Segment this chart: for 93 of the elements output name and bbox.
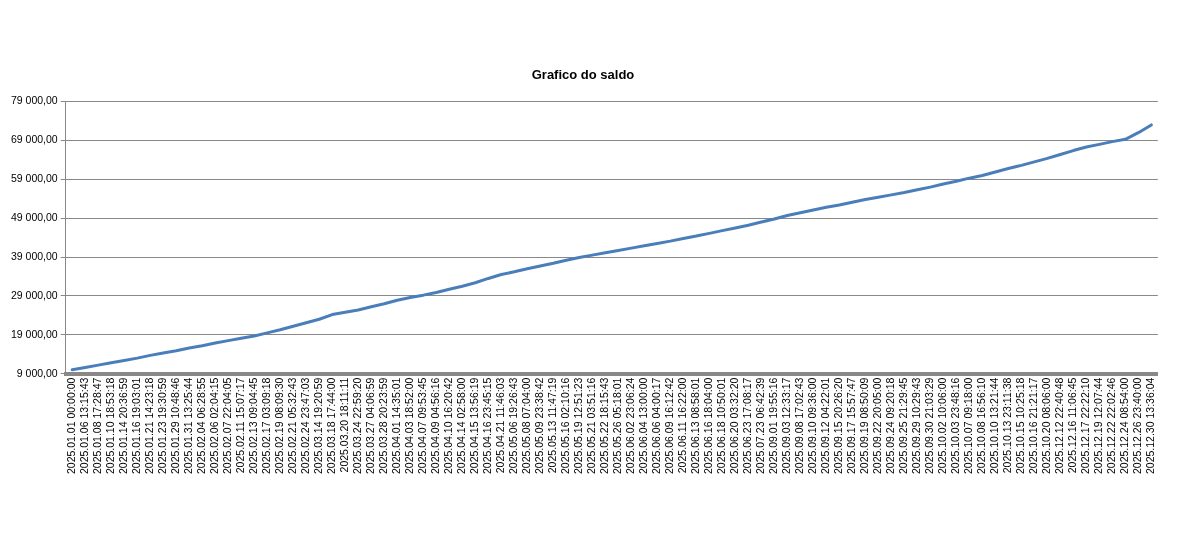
y-tick-label: 19 000,00 xyxy=(10,327,58,340)
x-tick-label: 2025.01.01 00:00:00 xyxy=(65,377,78,474)
x-tick-label: 2025.05.09 23:38:42 xyxy=(533,377,546,474)
x-tick-label: 2025.05.08 07:04:00 xyxy=(520,377,533,474)
x-tick-label: 2025.02.17 03:09:18 xyxy=(260,377,273,474)
x-tick-label: 2025.12.17 22:22:10 xyxy=(1079,377,1092,474)
x-tick-label: 2025.01.14 20:36:59 xyxy=(117,377,130,474)
x-tick-label: 2025.10.10 13:21:44 xyxy=(988,377,1001,474)
x-tick-label: 2025.10.02 10:06:00 xyxy=(936,377,949,474)
y-tick-label: 9 000,00 xyxy=(16,366,58,379)
x-tick-label: 2025.01.08 17:28:47 xyxy=(91,377,104,474)
x-tick-label: 2025.05.22 18:15:43 xyxy=(598,377,611,474)
x-tick-label: 2025.12.16 11:06:45 xyxy=(1066,377,1079,474)
x-tick-label: 2025.12.30 13:36:04 xyxy=(1144,377,1157,474)
x-tick-label: 2025.01.29 10:48:46 xyxy=(169,377,182,474)
x-tick-label: 2025.10.16 21:21:17 xyxy=(1027,377,1040,474)
x-tick-label: 2025.10.13 23:11:38 xyxy=(1001,377,1014,474)
x-tick-label: 2025.03.28 20:23:59 xyxy=(377,377,390,474)
x-tick-label: 2025.10.07 09:18:00 xyxy=(962,377,975,474)
x-tick-label: 2025.04.09 04:56:16 xyxy=(429,377,442,474)
x-tick-label: 2025.10.20 08:06:00 xyxy=(1040,377,1053,474)
x-tick-label: 2025.12.22 22:02:46 xyxy=(1105,377,1118,474)
x-tick-label: 2025.04.01 14:35:01 xyxy=(390,377,403,474)
x-tick-label: 2025.09.10 09:36:00 xyxy=(806,377,819,474)
x-tick-label: 2025.10.15 10:25:18 xyxy=(1014,377,1027,474)
x-tick-label: 2025.04.21 11:46:03 xyxy=(494,377,507,474)
x-tick-label: 2025.01.31 13:25:44 xyxy=(182,377,195,474)
x-tick-label: 2025.01.21 14:23:18 xyxy=(143,377,156,474)
x-tick-label: 2025.09.29 10:29:43 xyxy=(910,377,923,474)
x-tick-label: 2025.01.16 19:03:01 xyxy=(130,377,143,474)
x-tick-label: 2025.09.15 20:26:20 xyxy=(832,377,845,474)
x-tick-label: 2025.03.18 17:44:00 xyxy=(325,377,338,474)
x-tick-label: 2025.09.03 12:33:17 xyxy=(780,377,793,474)
x-tick-label: 2025.09.08 17:02:43 xyxy=(793,377,806,474)
x-tick-label: 2025.03.14 19:20:59 xyxy=(312,377,325,474)
x-tick-label: 2025.12.24 08:54:00 xyxy=(1118,377,1131,474)
x-tick-label: 2025.12.26 23:40:00 xyxy=(1131,377,1144,474)
x-tick-label: 2025.06.11 16:22:00 xyxy=(676,377,689,474)
x-tick-label: 2025.05.21 03:51:16 xyxy=(585,377,598,474)
x-tick-label: 2025.10.08 16:56:10 xyxy=(975,377,988,474)
x-tick-label: 2025.02.24 23:47:03 xyxy=(299,377,312,474)
x-tick-label: 2025.03.27 04:06:59 xyxy=(364,377,377,474)
x-tick-label: 2025.02.21 05:32:43 xyxy=(286,377,299,474)
x-tick-label: 2025.04.15 13:56:19 xyxy=(468,377,481,474)
x-tick-label: 2025.01.10 18:53:18 xyxy=(104,377,117,474)
x-tick-label: 2025.09.22 20:05:00 xyxy=(871,377,884,474)
x-tick-label: 2025.10.03 23:48:16 xyxy=(949,377,962,474)
x-tick-label: 2025.04.10 16:20:42 xyxy=(442,377,455,474)
x-tick-label: 2025.06.06 04:00:17 xyxy=(650,377,663,474)
x-tick-label: 2025.05.06 19:26:43 xyxy=(507,377,520,474)
x-tick-label: 2025.06.16 18:04:00 xyxy=(702,377,715,474)
y-tick-label: 39 000,00 xyxy=(10,249,58,262)
x-tick-label: 2025.06.23 17:08:17 xyxy=(741,377,754,474)
x-tick-label: 2025.02.07 22:04:05 xyxy=(221,377,234,474)
x-tick-label: 2025.09.01 19:55:16 xyxy=(767,377,780,474)
x-tick-label: 2025.07.23 06:42:39 xyxy=(754,377,767,474)
x-tick-label: 2025.05.13 11:47:19 xyxy=(546,377,559,474)
x-tick-label: 2025.04.14 02:58:00 xyxy=(455,377,468,474)
y-tick-label: 49 000,00 xyxy=(10,211,58,224)
y-tick-label: 59 000,00 xyxy=(10,172,58,185)
y-tick-label: 79 000,00 xyxy=(10,94,58,107)
x-tick-label: 2025.09.17 15:57:47 xyxy=(845,377,858,474)
x-tick-label: 2025.01.23 19:30:59 xyxy=(156,377,169,474)
x-tick-label: 2025.06.18 10:50:01 xyxy=(715,377,728,474)
x-tick-label: 2025.09.30 21:03:29 xyxy=(923,377,936,474)
x-tick-label: 2025.09.12 04:22:01 xyxy=(819,377,832,474)
y-tick-label: 29 000,00 xyxy=(10,288,58,301)
chart-title: Grafico do saldo xyxy=(531,67,635,83)
x-tick-label: 2025.01.06 13:15:43 xyxy=(78,377,91,474)
x-tick-label: 2025.02.11 15:07:17 xyxy=(234,377,247,474)
x-tick-label: 2025.09.25 21:29:45 xyxy=(897,377,910,474)
x-tick-label: 2025.06.09 16:12:42 xyxy=(663,377,676,474)
x-tick-label: 2025.05.26 05:18:01 xyxy=(611,377,624,474)
x-tick-label: 2025.12.12 22:40:48 xyxy=(1053,377,1066,474)
x-tick-label: 2025.12.19 12:07:44 xyxy=(1092,377,1105,474)
x-tick-label: 2025.03.20 18:11:11 xyxy=(338,377,351,473)
x-tick-label: 2025.02.19 08:09:30 xyxy=(273,377,286,474)
x-tick-label: 2025.04.07 09:53:45 xyxy=(416,377,429,474)
x-tick-label: 2025.06.04 13:00:00 xyxy=(637,377,650,474)
x-tick-label: 2025.02.06 02:04:15 xyxy=(208,377,221,474)
x-tick-label: 2025.05.16 02:10:16 xyxy=(559,377,572,474)
x-tick-label: 2025.04.16 23:45:15 xyxy=(481,377,494,474)
x-tick-label: 2025.06.13 08:58:01 xyxy=(689,377,702,474)
x-tick-label: 2025.03.24 22:59:20 xyxy=(351,377,364,474)
x-tick-label: 2025.09.24 09:20:18 xyxy=(884,377,897,474)
x-tick-label: 2025.04.03 18:52:00 xyxy=(403,377,416,474)
x-tick-label: 2025.09.19 08:50:09 xyxy=(858,377,871,474)
x-tick-label: 2025.02.13 09:04:45 xyxy=(247,377,260,474)
y-tick-label: 69 000,00 xyxy=(10,133,58,146)
x-tick-label: 2025.06.02 23:06:24 xyxy=(624,377,637,474)
x-tick-label: 2025.05.19 12:51:23 xyxy=(572,377,585,474)
x-tick-label: 2025.06.20 03:32:20 xyxy=(728,377,741,474)
x-tick-label: 2025.02.04 06:28:55 xyxy=(195,377,208,474)
